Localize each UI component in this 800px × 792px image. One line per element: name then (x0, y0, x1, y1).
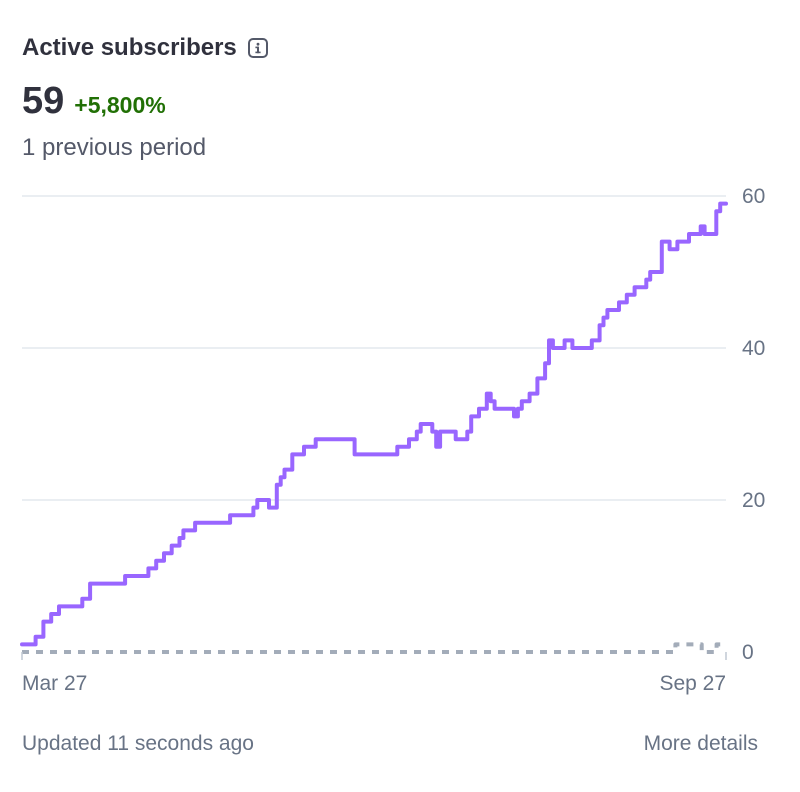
series-line-current (20, 201, 728, 647)
metric-delta: +5,800% (74, 92, 166, 118)
y-tick-label: 40 (742, 337, 765, 360)
metric-value: 59 (22, 80, 65, 122)
updated-status: Updated 11 seconds ago (22, 732, 254, 755)
x-tick-label: Mar 27 (22, 672, 87, 695)
more-details-link[interactable]: More details (643, 732, 758, 755)
metric-row: 59 +5,800% (22, 80, 166, 123)
comparison-label: 1 previous period (22, 134, 207, 161)
series-line-previous (21, 642, 727, 654)
info-icon[interactable] (247, 37, 269, 59)
y-tick-label: 20 (742, 489, 765, 512)
x-tick-label: Sep 27 (659, 672, 726, 695)
chart-title: Active subscribers (22, 34, 237, 61)
y-tick-label: 60 (742, 185, 765, 208)
title-row: Active subscribers (22, 34, 269, 62)
y-tick-label: 0 (742, 641, 754, 664)
chart-header: Active subscribers (22, 34, 269, 62)
